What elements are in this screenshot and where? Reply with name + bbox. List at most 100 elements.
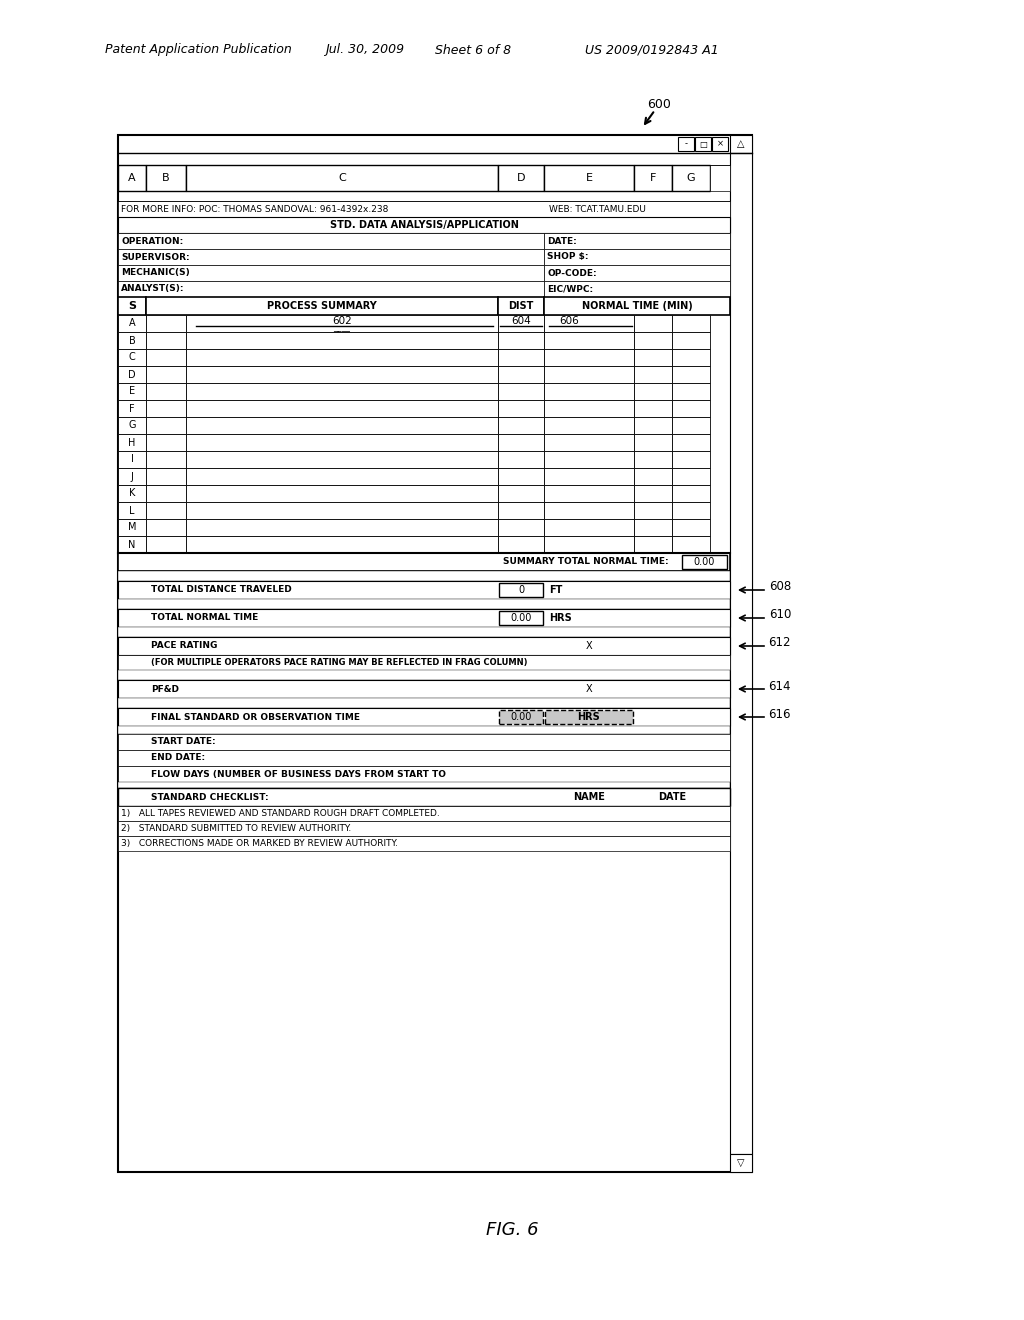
Bar bbox=[544, 366, 634, 383]
Text: G: G bbox=[687, 173, 695, 183]
Bar bbox=[672, 484, 710, 502]
Bar bbox=[118, 638, 730, 655]
Text: △: △ bbox=[737, 139, 744, 149]
Text: -: - bbox=[684, 140, 687, 149]
Bar bbox=[118, 627, 730, 638]
Text: START DATE:: START DATE: bbox=[151, 738, 216, 747]
Bar bbox=[634, 417, 672, 434]
Text: A: A bbox=[128, 173, 136, 183]
Bar bbox=[499, 611, 543, 624]
Text: X: X bbox=[586, 642, 592, 651]
Bar bbox=[544, 281, 730, 297]
Bar bbox=[146, 519, 186, 536]
Text: Patent Application Publication: Patent Application Publication bbox=[105, 44, 292, 57]
Bar bbox=[634, 434, 672, 451]
Bar bbox=[118, 609, 730, 627]
Bar bbox=[118, 553, 730, 572]
Text: HRS: HRS bbox=[578, 711, 600, 722]
Bar bbox=[672, 400, 710, 417]
Text: STD. DATA ANALYSIS/APPLICATION: STD. DATA ANALYSIS/APPLICATION bbox=[330, 220, 518, 230]
Bar bbox=[118, 671, 730, 680]
Text: 0: 0 bbox=[518, 585, 524, 595]
Bar bbox=[118, 348, 146, 366]
Bar bbox=[544, 536, 634, 553]
Text: DATE: DATE bbox=[658, 792, 686, 803]
Text: 0.00: 0.00 bbox=[694, 557, 715, 568]
Bar bbox=[672, 434, 710, 451]
Bar bbox=[118, 734, 730, 750]
Bar bbox=[544, 469, 634, 484]
Bar bbox=[634, 536, 672, 553]
Text: STANDARD CHECKLIST:: STANDARD CHECKLIST: bbox=[151, 792, 268, 801]
Text: D: D bbox=[128, 370, 136, 380]
Bar bbox=[498, 315, 544, 333]
Bar bbox=[146, 502, 186, 519]
Bar bbox=[118, 572, 730, 581]
Bar bbox=[672, 366, 710, 383]
Text: L: L bbox=[129, 506, 135, 516]
Bar bbox=[544, 484, 634, 502]
Text: K: K bbox=[129, 488, 135, 499]
Bar bbox=[498, 383, 544, 400]
Bar bbox=[634, 366, 672, 383]
Bar bbox=[186, 502, 498, 519]
Text: 2)   STANDARD SUBMITTED TO REVIEW AUTHORITY.: 2) STANDARD SUBMITTED TO REVIEW AUTHORIT… bbox=[121, 824, 351, 833]
Text: (FOR MULTIPLE OPERATORS PACE RATING MAY BE REFLECTED IN FRAG COLUMN): (FOR MULTIPLE OPERATORS PACE RATING MAY … bbox=[151, 657, 527, 667]
Text: 0.00: 0.00 bbox=[510, 711, 531, 722]
Text: ▽: ▽ bbox=[737, 1158, 744, 1168]
Bar bbox=[672, 165, 710, 191]
Text: G: G bbox=[128, 421, 136, 430]
Text: D: D bbox=[517, 173, 525, 183]
Text: WEB: TCAT.TAMU.EDU: WEB: TCAT.TAMU.EDU bbox=[549, 205, 646, 214]
Text: 602: 602 bbox=[332, 317, 352, 326]
Bar bbox=[634, 502, 672, 519]
Text: J: J bbox=[131, 471, 133, 482]
Bar bbox=[186, 383, 498, 400]
Text: 616: 616 bbox=[768, 708, 791, 721]
Text: S: S bbox=[128, 301, 136, 312]
Bar bbox=[544, 234, 730, 249]
Text: I: I bbox=[131, 454, 133, 465]
Bar bbox=[146, 434, 186, 451]
Bar bbox=[118, 216, 730, 234]
Text: PF&D: PF&D bbox=[151, 685, 179, 693]
Bar bbox=[118, 581, 730, 599]
Bar bbox=[544, 400, 634, 417]
Bar bbox=[544, 519, 634, 536]
Text: FIG. 6: FIG. 6 bbox=[485, 1221, 539, 1239]
Bar bbox=[118, 417, 146, 434]
Bar bbox=[146, 469, 186, 484]
Text: ×: × bbox=[717, 140, 724, 149]
Bar bbox=[498, 400, 544, 417]
Bar bbox=[118, 135, 752, 1172]
Bar bbox=[146, 333, 186, 348]
Bar bbox=[498, 165, 544, 191]
Bar bbox=[118, 315, 146, 333]
Bar bbox=[672, 469, 710, 484]
Text: MECHANIC(S): MECHANIC(S) bbox=[121, 268, 189, 277]
Bar bbox=[118, 680, 730, 698]
Bar bbox=[118, 708, 730, 726]
Text: TOTAL DISTANCE TRAVELED: TOTAL DISTANCE TRAVELED bbox=[151, 586, 292, 594]
Bar bbox=[544, 333, 634, 348]
Text: US 2009/0192843 A1: US 2009/0192843 A1 bbox=[585, 44, 719, 57]
Bar bbox=[118, 836, 730, 851]
Bar bbox=[146, 536, 186, 553]
Bar bbox=[118, 249, 544, 265]
Bar bbox=[118, 297, 146, 315]
Bar bbox=[544, 451, 634, 469]
Bar bbox=[118, 821, 730, 836]
Bar bbox=[499, 710, 543, 723]
Bar bbox=[682, 554, 727, 569]
Text: END DATE:: END DATE: bbox=[151, 754, 205, 763]
Bar bbox=[544, 165, 634, 191]
Bar bbox=[634, 348, 672, 366]
Text: FT: FT bbox=[549, 585, 562, 595]
Bar bbox=[544, 434, 634, 451]
Bar bbox=[634, 315, 672, 333]
Bar bbox=[186, 451, 498, 469]
Bar bbox=[118, 234, 544, 249]
Bar bbox=[634, 519, 672, 536]
Bar bbox=[498, 417, 544, 434]
Text: SUPERVISOR:: SUPERVISOR: bbox=[121, 252, 189, 261]
